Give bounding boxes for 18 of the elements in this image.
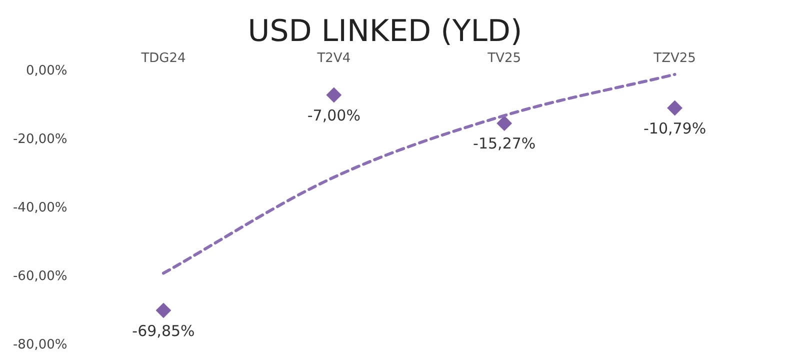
- y-tick-label: -60,00%: [12, 269, 68, 284]
- data-label: -69,85%: [132, 322, 195, 340]
- data-label: -15,27%: [473, 134, 536, 153]
- y-tick-label: -80,00%: [12, 338, 68, 353]
- x-tick-label: TZV25: [652, 51, 696, 66]
- y-tick-label: -20,00%: [12, 132, 68, 147]
- x-tick-label: TV25: [486, 51, 522, 66]
- data-label: -10,79%: [643, 119, 706, 138]
- data-label: -7,00%: [307, 106, 360, 124]
- y-tick-label: -40,00%: [12, 200, 68, 216]
- point: [496, 116, 512, 131]
- x-tick-label: T2V4: [316, 51, 351, 66]
- point: [667, 100, 682, 116]
- x-tick-label: TDG24: [140, 51, 186, 66]
- point: [156, 302, 171, 318]
- point: [326, 87, 342, 102]
- y-tick-label: 0,00%: [26, 63, 68, 78]
- chart-title: USD LINKED (YLD): [248, 14, 522, 49]
